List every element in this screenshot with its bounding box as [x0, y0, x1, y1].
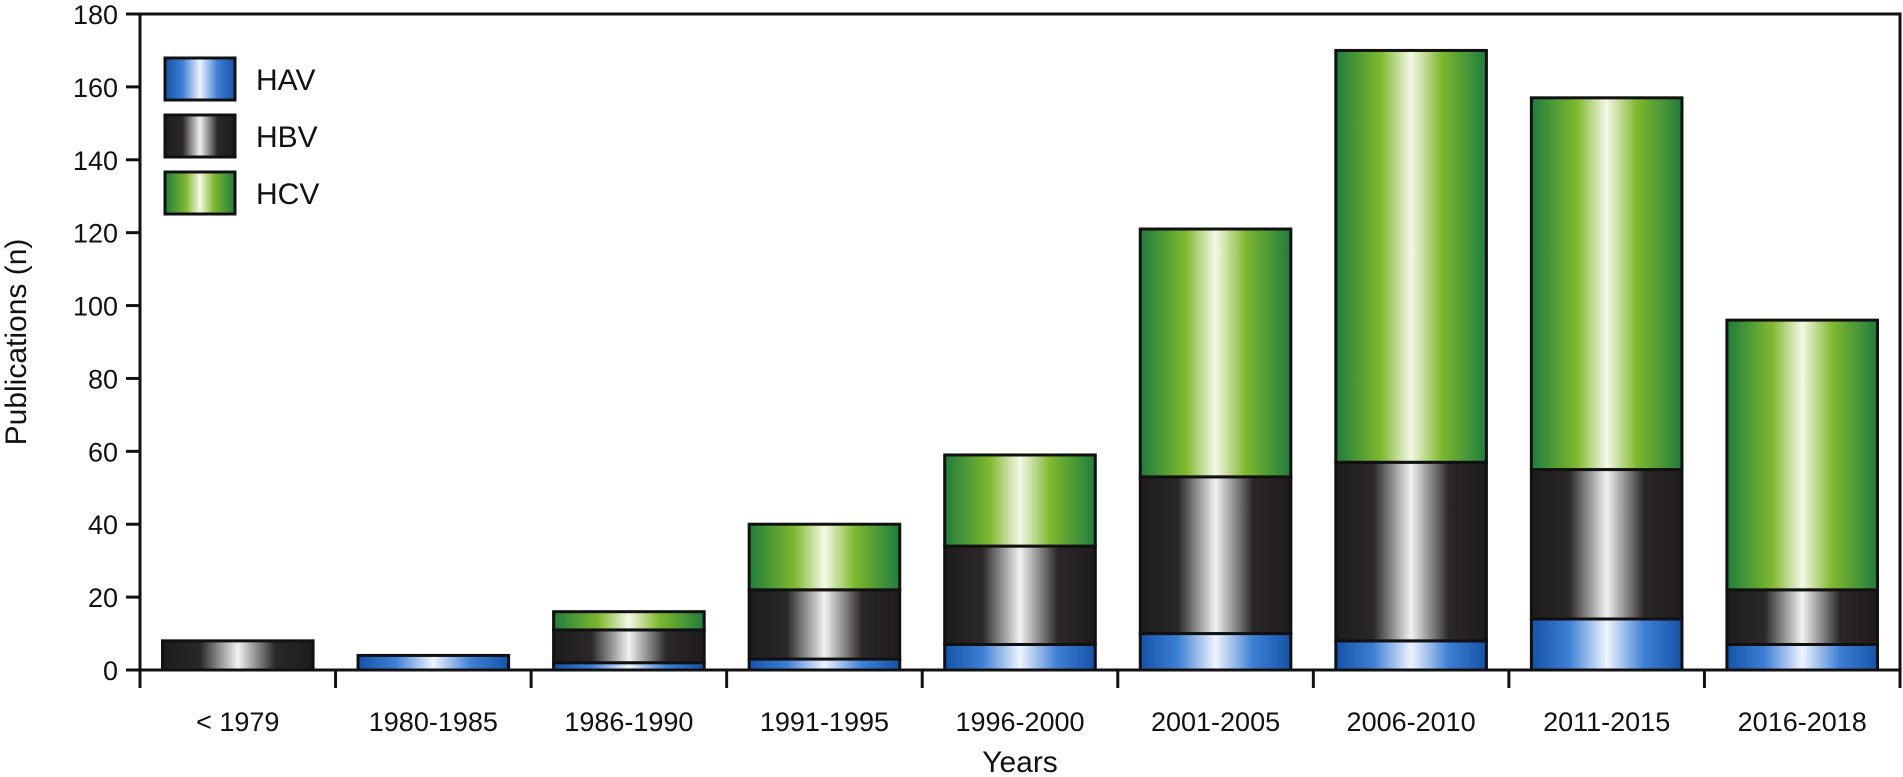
y-tick-label: 140 [73, 146, 118, 176]
y-axis-title: Publications (n) [0, 239, 33, 446]
x-tick-label: 2006-2010 [1347, 707, 1476, 737]
y-axis: 0 20 40 60 80 100 120 140 160 180 [73, 0, 140, 686]
y-tick-label: 80 [88, 364, 118, 394]
y-tick-label: 20 [88, 583, 118, 613]
legend-label-hcv: HCV [256, 178, 319, 211]
bar-segment-hcv [747, 522, 902, 592]
bar-segment-hbv [160, 639, 315, 672]
legend-label-hav: HAV [256, 64, 315, 97]
x-tick-label: 2001-2005 [1151, 707, 1280, 737]
bar-segment-hav [1529, 617, 1684, 672]
bar-segment-hbv [1138, 475, 1293, 636]
x-tick-label: 1986-1990 [564, 707, 693, 737]
x-tick-label: 2016-2018 [1738, 707, 1867, 737]
legend-swatch-hcv [163, 170, 237, 216]
y-tick-label: 160 [73, 73, 118, 103]
y-tick-label: 40 [88, 510, 118, 540]
bar-segment-hcv [1529, 96, 1684, 472]
bar-segment-hav [747, 657, 902, 672]
x-axis: < 1979 1980-1985 1986-1990 1991-1995 1996-20… [138, 670, 1902, 737]
bar-group [160, 48, 1880, 672]
bar-segment-hbv [552, 628, 706, 665]
bar-segment-hbv [747, 588, 902, 661]
bar-segment-hbv [943, 544, 1097, 646]
bar-segment-hbv [1529, 468, 1684, 621]
bar-segment-hbv [1334, 460, 1488, 643]
y-tick-label: 120 [73, 219, 118, 249]
x-tick-label: 1996-2000 [955, 707, 1084, 737]
x-axis-title: Years [982, 746, 1058, 777]
legend: HAV HBV HCV [163, 56, 319, 216]
plot-frame [138, 12, 1902, 672]
bar-segment-hbv [1725, 588, 1880, 646]
y-tick-label: 100 [73, 292, 118, 322]
legend-label-hbv: HBV [256, 121, 318, 154]
bar-segment-hcv [943, 453, 1097, 548]
legend-swatch-hav [163, 56, 237, 102]
x-tick-label: 2011-2015 [1543, 707, 1670, 737]
x-tick-label: 1980-1985 [369, 707, 498, 737]
bar-segment-hcv [552, 610, 706, 632]
x-tick-label: 1991-1995 [760, 707, 889, 737]
bar-segment-hav [1138, 632, 1293, 672]
bar-segment-hav [356, 653, 511, 672]
bar-segment-hcv [1138, 227, 1293, 479]
bar-segment-hcv [1334, 48, 1488, 464]
bar-segment-hcv [1725, 318, 1880, 592]
bar-segment-hav [1334, 639, 1488, 672]
y-tick-label: 60 [88, 437, 118, 467]
legend-swatch-hbv [163, 113, 237, 159]
bar-segment-hav [943, 642, 1097, 672]
y-tick-label: 0 [103, 656, 118, 686]
y-tick-label: 180 [73, 0, 118, 30]
bar-segment-hav [1725, 642, 1880, 672]
x-tick-label: < 1979 [196, 707, 279, 737]
